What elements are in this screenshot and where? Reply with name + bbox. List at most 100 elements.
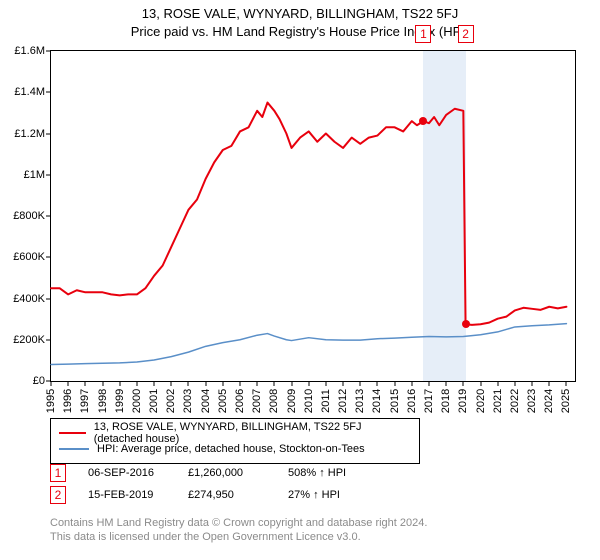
sale-marker-dot [419, 117, 427, 125]
x-tick-label: 2016 [406, 389, 418, 413]
x-tick-mark [291, 381, 292, 386]
x-tick-label: 1996 [62, 389, 74, 413]
x-tick-mark [102, 381, 103, 386]
x-tick-mark [377, 381, 378, 386]
x-tick-label: 2025 [560, 389, 572, 413]
y-tick-mark [46, 339, 51, 340]
legend-entry: HPI: Average price, detached house, Stoc… [59, 441, 411, 457]
x-tick-mark [394, 381, 395, 386]
chart-plot-area: £0£200K£400K£600K£800K£1M£1.2M£1.4M£1.6M… [50, 50, 576, 382]
y-tick-mark [46, 216, 51, 217]
x-tick-label: 2012 [337, 389, 349, 413]
x-tick-mark [308, 381, 309, 386]
x-tick-label: 2001 [148, 389, 160, 413]
x-tick-label: 2018 [440, 389, 452, 413]
x-tick-label: 2015 [389, 389, 401, 413]
legend-label: HPI: Average price, detached house, Stoc… [97, 443, 365, 455]
y-tick-label: £1M [24, 169, 45, 181]
marker-detail-date: 15-FEB-2019 [88, 489, 188, 501]
marker-details-block: 106-SEP-2016£1,260,000508% ↑ HPI 2 15-FEB-… [50, 462, 574, 506]
x-tick-label: 2010 [303, 389, 315, 413]
x-tick-mark [514, 381, 515, 386]
x-tick-label: 2007 [251, 389, 263, 413]
attribution-line2: This data is licensed under the Open Gov… [50, 531, 361, 543]
legend-entry: 13, ROSE VALE, WYNYARD, BILLINGHAM, TS22… [59, 425, 411, 441]
x-tick-label: 2019 [457, 389, 469, 413]
y-tick-label: £1.6M [14, 45, 45, 57]
y-tick-mark [46, 51, 51, 52]
legend-swatch [59, 432, 86, 434]
x-tick-label: 1999 [114, 389, 126, 413]
marker-detail-row: 2 15-FEB-2019£274,95027% ↑ HPI [50, 484, 574, 506]
x-tick-mark [480, 381, 481, 386]
x-tick-mark [463, 381, 464, 386]
sale-marker-box: 1 [415, 25, 431, 43]
x-tick-label: 1997 [79, 389, 91, 413]
y-tick-label: £0 [33, 375, 45, 387]
x-tick-mark [549, 381, 550, 386]
x-tick-label: 2017 [423, 389, 435, 413]
x-tick-label: 2008 [268, 389, 280, 413]
x-tick-label: 2020 [475, 389, 487, 413]
chart-title-address: 13, ROSE VALE, WYNYARD, BILLINGHAM, TS22… [0, 6, 600, 21]
x-tick-label: 2011 [320, 389, 332, 413]
y-tick-mark [46, 257, 51, 258]
marker-detail-box: 1 [50, 464, 66, 482]
y-tick-label: £1.2M [14, 128, 45, 140]
marker-detail-box: 2 [50, 486, 66, 504]
x-tick-mark [274, 381, 275, 386]
y-tick-label: £1.4M [14, 86, 45, 98]
x-tick-label: 2002 [165, 389, 177, 413]
attribution-line1: Contains HM Land Registry data © Crown c… [50, 517, 427, 529]
attribution-text: Contains HM Land Registry data © Crown c… [50, 516, 427, 545]
x-tick-mark [222, 381, 223, 386]
y-tick-mark [46, 92, 51, 93]
x-tick-mark [428, 381, 429, 386]
x-tick-mark [119, 381, 120, 386]
x-tick-mark [85, 381, 86, 386]
x-tick-mark [411, 381, 412, 386]
x-tick-mark [446, 381, 447, 386]
x-tick-mark [205, 381, 206, 386]
x-tick-mark [360, 381, 361, 386]
x-tick-label: 2021 [492, 389, 504, 413]
x-tick-mark [68, 381, 69, 386]
x-tick-mark [566, 381, 567, 386]
x-tick-mark [497, 381, 498, 386]
legend-label: 13, ROSE VALE, WYNYARD, BILLINGHAM, TS22… [94, 421, 411, 445]
series-line-property [51, 103, 566, 325]
x-tick-mark [51, 381, 52, 386]
chart-lines-svg [51, 51, 575, 381]
x-tick-label: 2005 [217, 389, 229, 413]
x-tick-mark [532, 381, 533, 386]
y-tick-mark [46, 298, 51, 299]
y-tick-mark [46, 174, 51, 175]
x-tick-mark [154, 381, 155, 386]
x-tick-label: 2006 [234, 389, 246, 413]
marker-detail-price: £274,950 [188, 489, 288, 501]
y-tick-label: £200K [13, 334, 45, 346]
legend-swatch [59, 448, 89, 450]
sale-marker-dot [462, 320, 470, 328]
x-tick-label: 2023 [526, 389, 538, 413]
marker-detail-row: 106-SEP-2016£1,260,000508% ↑ HPI [50, 462, 574, 484]
marker-detail-price: £1,260,000 [188, 467, 288, 479]
sale-marker-box: 2 [458, 25, 474, 43]
y-tick-label: £400K [13, 293, 45, 305]
x-tick-mark [136, 381, 137, 386]
x-tick-label: 2022 [509, 389, 521, 413]
x-tick-mark [257, 381, 258, 386]
x-tick-label: 2004 [200, 389, 212, 413]
x-tick-label: 1995 [45, 389, 57, 413]
x-tick-mark [188, 381, 189, 386]
series-line-hpi [51, 324, 566, 365]
x-tick-label: 2013 [354, 389, 366, 413]
marker-detail-hpi: 27% ↑ HPI [288, 489, 408, 501]
y-tick-mark [46, 133, 51, 134]
x-tick-mark [239, 381, 240, 386]
x-tick-mark [171, 381, 172, 386]
chart-title-subtitle: Price paid vs. HM Land Registry's House … [0, 24, 600, 39]
x-tick-mark [343, 381, 344, 386]
y-tick-label: £600K [13, 251, 45, 263]
y-tick-label: £800K [13, 210, 45, 222]
